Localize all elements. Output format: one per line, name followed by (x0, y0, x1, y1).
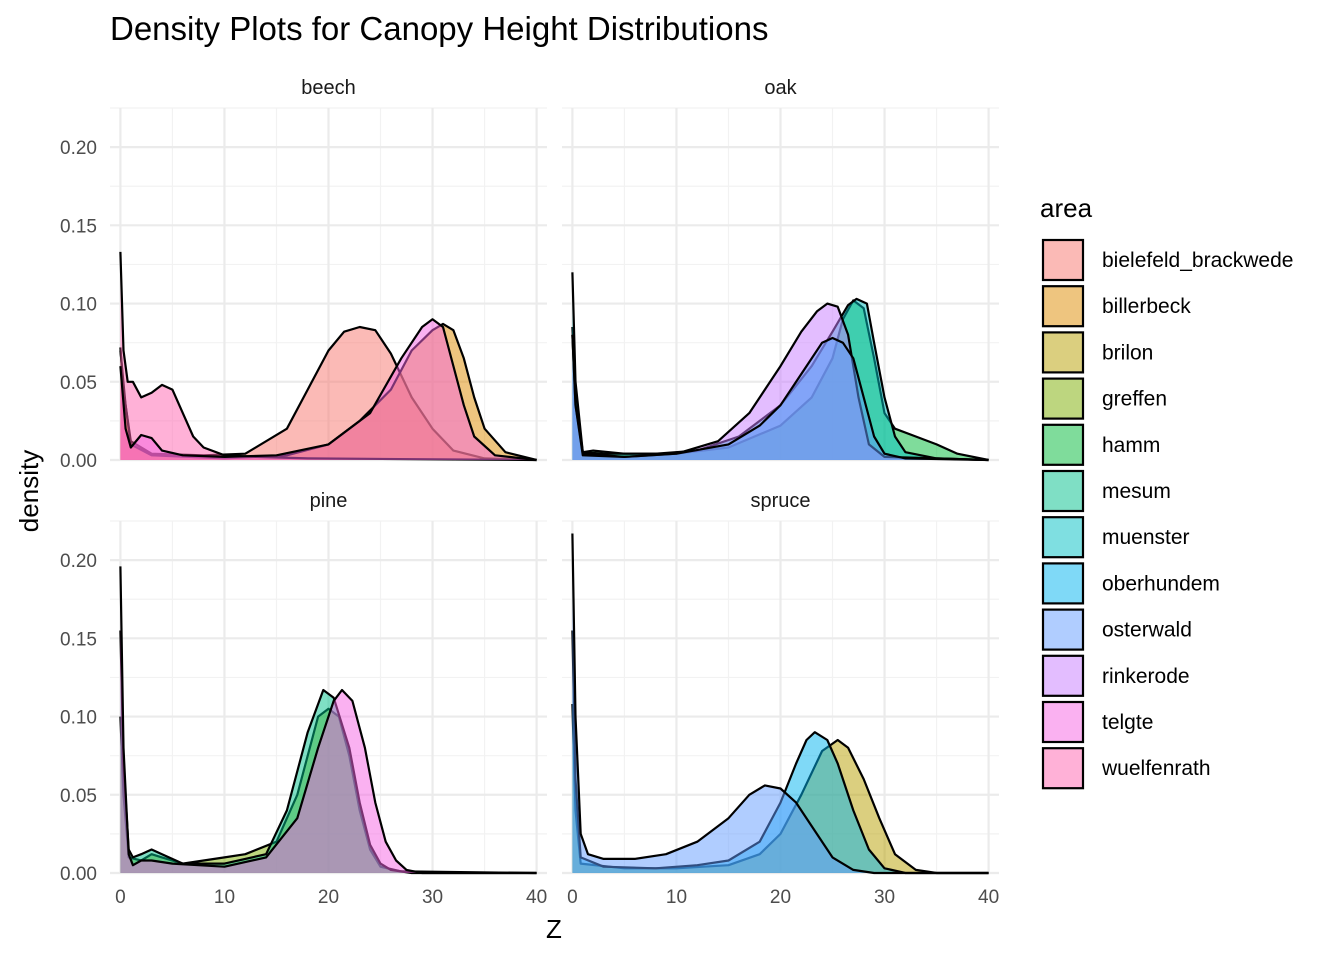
density-area-bielefeld_brackwede (120, 327, 537, 460)
legend-key (1041, 285, 1085, 328)
density-area-osterwald (572, 334, 989, 460)
panel-oak: oak (562, 77, 999, 462)
legend-item-rinkerode: rinkerode (1040, 652, 1190, 697)
y-axis-title: density (14, 450, 44, 532)
legend-key (1041, 654, 1085, 697)
y-tick-label: 0.15 (60, 629, 97, 650)
legend-label: bielefeld_brackwede (1102, 249, 1293, 272)
y-tick-label: 0.05 (60, 786, 97, 807)
x-tick-label: 0 (567, 887, 578, 908)
legend-item-telgte: telgte (1040, 699, 1153, 744)
legend-key (1041, 377, 1085, 420)
y-tick-label: 0.05 (60, 373, 97, 394)
legend-item-osterwald: osterwald (1040, 606, 1192, 651)
density-line-telgte (119, 566, 537, 875)
legend-item-mesum: mesum (1040, 468, 1171, 513)
legend-label: brilon (1102, 341, 1153, 364)
y-tick-label: 0.00 (60, 864, 97, 885)
strip-label-oak: oak (764, 77, 797, 99)
x-axis-title: Z (546, 914, 562, 944)
x-tick-label: 0 (115, 887, 126, 908)
x-tick-label: 20 (318, 887, 339, 908)
y-tick-label: 0.10 (60, 708, 97, 729)
y-tick-label: 0.00 (60, 451, 97, 472)
density-line-osterwald (571, 533, 989, 875)
legend-label: hamm (1102, 434, 1160, 457)
legend-item-oberhundem: oberhundem (1040, 560, 1220, 605)
panel-beech: beech 0.00 0.05 0.10 0.15 0.20 (60, 77, 547, 472)
legend-item-muenster: muenster (1040, 514, 1190, 559)
legend-label: rinkerode (1102, 665, 1190, 688)
y-tick-label: 0.15 (60, 216, 97, 237)
legend-item-billerbeck: billerbeck (1040, 283, 1191, 328)
y-tick-label: 0.20 (60, 551, 97, 572)
legend-item-hamm: hamm (1040, 421, 1160, 466)
legend-label: telgte (1102, 711, 1153, 734)
y-tick-label: 0.20 (60, 138, 97, 159)
legend-key (1041, 516, 1085, 559)
density-area-wuelfenrath (120, 251, 537, 460)
panel-pine: pine 0.00 0.05 0.10 0.15 0.20 0 10 20 30 40 (60, 490, 547, 908)
x-tick-label: 30 (874, 887, 895, 908)
x-tick-label: 10 (666, 887, 687, 908)
x-tick-label: 40 (978, 887, 999, 908)
legend-label: wuelfenrath (1101, 757, 1211, 780)
legend-item-greffen: greffen (1040, 375, 1167, 420)
x-tick-label: 40 (526, 887, 547, 908)
x-tick-label: 30 (422, 887, 443, 908)
density-area-rinkerode (572, 303, 989, 460)
density-area-muenster (572, 272, 989, 460)
x-tick-label: 10 (214, 887, 235, 908)
legend-label: billerbeck (1102, 295, 1191, 318)
legend-key (1041, 238, 1085, 282)
strip-label-spruce: spruce (750, 490, 810, 512)
legend-label: osterwald (1102, 619, 1192, 642)
chart-title: Density Plots for Canopy Height Distribu… (110, 10, 768, 47)
y-tick-label: 0.10 (60, 295, 97, 316)
legend: area bielefeld_brackwede billerbeck brilon… (1040, 193, 1293, 790)
legend-key (1041, 423, 1085, 466)
panels: beech 0.00 0.05 0.10 0.15 0.20 oak pine 0.00 0.05… (60, 77, 999, 908)
legend-item-wuelfenrath: wuelfenrath (1040, 745, 1211, 790)
density-area-telgte (120, 319, 537, 460)
legend-key (1041, 562, 1085, 605)
legend-key (1041, 331, 1085, 374)
x-tick-label: 20 (770, 887, 791, 908)
legend-label: muenster (1102, 526, 1190, 549)
legend-item-bielefeld_brackwede: bielefeld_brackwede (1040, 237, 1293, 282)
legend-title: area (1040, 193, 1093, 223)
legend-key (1041, 747, 1085, 790)
legend-label: greffen (1102, 388, 1167, 411)
legend-key (1041, 608, 1085, 651)
legend-item-brilon: brilon (1040, 329, 1153, 374)
legend-key (1041, 469, 1085, 513)
legend-label: mesum (1102, 480, 1171, 503)
legend-label: oberhundem (1102, 572, 1220, 595)
density-line-osterwald (571, 334, 989, 462)
density-line-telgte (119, 318, 537, 462)
density-area-osterwald (572, 533, 989, 873)
legend-key (1041, 700, 1085, 744)
panel-spruce: spruce 0 10 20 30 40 (562, 490, 999, 908)
strip-label-beech: beech (301, 77, 356, 99)
strip-label-pine: pine (310, 490, 348, 512)
